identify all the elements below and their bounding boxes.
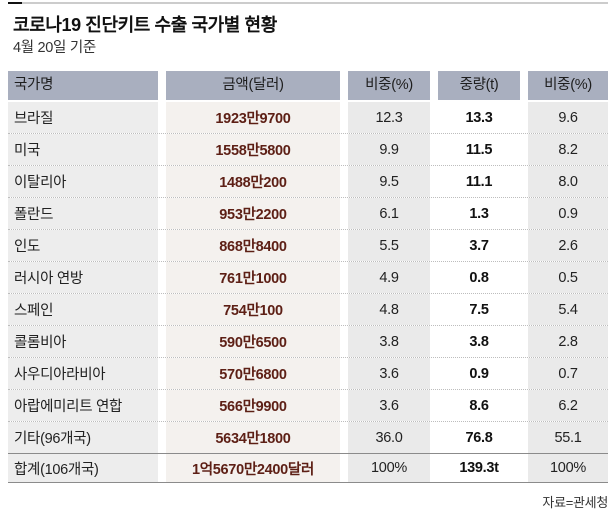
cell-country: 이탈리아: [8, 166, 158, 197]
top-rule: [8, 2, 608, 4]
cell-amount: 1488만200: [166, 166, 340, 197]
cell-weight: 76.8: [438, 422, 520, 453]
table-row: 콜롬비아 590만6500 3.8 3.8 2.8: [8, 325, 608, 357]
table-body: 브라질 1923만9700 12.3 13.3 9.6 미국 1558만5800…: [8, 102, 608, 483]
cell-weight: 0.8: [438, 262, 520, 293]
cell-amount-share: 4.8: [348, 294, 430, 325]
cell-country: 브라질: [8, 102, 158, 133]
cell-weight-share: 0.9: [528, 198, 608, 229]
cell-amount-share: 9.5: [348, 166, 430, 197]
table-row: 스페인 754만100 4.8 7.5 5.4: [8, 293, 608, 325]
cell-country: 러시아 연방: [8, 262, 158, 293]
table-row: 러시아 연방 761만1000 4.9 0.8 0.5: [8, 261, 608, 293]
cell-weight: 11.1: [438, 166, 520, 197]
cell-amount: 1억5670만2400달러: [166, 454, 340, 482]
header-amount: 금액(달러): [166, 71, 340, 100]
table-row: 기타(96개국) 5634만1800 36.0 76.8 55.1: [8, 421, 608, 453]
cell-amount-share: 3.8: [348, 326, 430, 357]
cell-amount-share: 5.5: [348, 230, 430, 261]
table-row: 아랍에미리트 연합 566만9900 3.6 8.6 6.2: [8, 389, 608, 421]
table-row: 사우디아라비아 570만6800 3.6 0.9 0.7: [8, 357, 608, 389]
cell-amount-share: 3.6: [348, 390, 430, 421]
cell-weight: 11.5: [438, 134, 520, 165]
cell-weight: 139.3t: [438, 454, 520, 482]
table-row: 브라질 1923만9700 12.3 13.3 9.6: [8, 102, 608, 133]
cell-weight: 3.7: [438, 230, 520, 261]
header-weight-share: 비중(%): [528, 71, 608, 100]
cell-country: 아랍에미리트 연합: [8, 390, 158, 421]
page-title: 코로나19 진단키트 수출 국가별 현황: [13, 15, 277, 35]
table-total-row: 합계(106개국) 1억5670만2400달러 100% 139.3t 100%: [8, 453, 608, 483]
source-credit: 자료=관세청: [542, 495, 608, 510]
cell-weight-share: 2.6: [528, 230, 608, 261]
cell-weight-share: 0.5: [528, 262, 608, 293]
cell-amount-share: 4.9: [348, 262, 430, 293]
cell-amount: 953만2200: [166, 198, 340, 229]
cell-weight-share: 2.8: [528, 326, 608, 357]
cell-amount: 761만1000: [166, 262, 340, 293]
cell-amount-share: 9.9: [348, 134, 430, 165]
table-row: 폴란드 953만2200 6.1 1.3 0.9: [8, 197, 608, 229]
header-amount-share: 비중(%): [348, 71, 430, 100]
cell-amount: 570만6800: [166, 358, 340, 389]
cell-weight-share: 0.7: [528, 358, 608, 389]
cell-weight-share: 55.1: [528, 422, 608, 453]
cell-amount: 1558만5800: [166, 134, 340, 165]
cell-weight: 3.8: [438, 326, 520, 357]
cell-amount-share: 36.0: [348, 422, 430, 453]
cell-amount-share: 12.3: [348, 102, 430, 133]
header-country: 국가명: [8, 71, 158, 100]
header-weight: 중량(t): [438, 71, 520, 100]
cell-country: 인도: [8, 230, 158, 261]
cell-country: 합계(106개국): [8, 454, 158, 482]
cell-country: 콜롬비아: [8, 326, 158, 357]
cell-weight: 13.3: [438, 102, 520, 133]
table-row: 미국 1558만5800 9.9 11.5 8.2: [8, 133, 608, 165]
cell-amount: 5634만1800: [166, 422, 340, 453]
table-row: 이탈리아 1488만200 9.5 11.1 8.0: [8, 165, 608, 197]
cell-weight-share: 100%: [528, 454, 608, 482]
cell-weight: 1.3: [438, 198, 520, 229]
cell-amount: 566만9900: [166, 390, 340, 421]
table-header-row: 국가명 금액(달러) 비중(%) 중량(t) 비중(%): [8, 71, 608, 100]
cell-weight-share: 8.0: [528, 166, 608, 197]
export-table: 국가명 금액(달러) 비중(%) 중량(t) 비중(%) 브라질 1923만97…: [8, 71, 608, 483]
cell-weight-share: 6.2: [528, 390, 608, 421]
cell-amount-share: 3.6: [348, 358, 430, 389]
cell-country: 폴란드: [8, 198, 158, 229]
cell-weight-share: 9.6: [528, 102, 608, 133]
cell-weight: 8.6: [438, 390, 520, 421]
cell-amount-share: 6.1: [348, 198, 430, 229]
table-row: 인도 868만8400 5.5 3.7 2.6: [8, 229, 608, 261]
cell-amount: 1923만9700: [166, 102, 340, 133]
cell-weight-share: 5.4: [528, 294, 608, 325]
cell-country: 미국: [8, 134, 158, 165]
cell-amount: 754만100: [166, 294, 340, 325]
cell-country: 스페인: [8, 294, 158, 325]
cell-weight: 0.9: [438, 358, 520, 389]
cell-country: 기타(96개국): [8, 422, 158, 453]
cell-amount-share: 100%: [348, 454, 430, 482]
cell-country: 사우디아라비아: [8, 358, 158, 389]
cell-weight: 7.5: [438, 294, 520, 325]
cell-amount: 590만6500: [166, 326, 340, 357]
subtitle-date: 4월 20일 기준: [13, 40, 96, 56]
cell-weight-share: 8.2: [528, 134, 608, 165]
cell-amount: 868만8400: [166, 230, 340, 261]
